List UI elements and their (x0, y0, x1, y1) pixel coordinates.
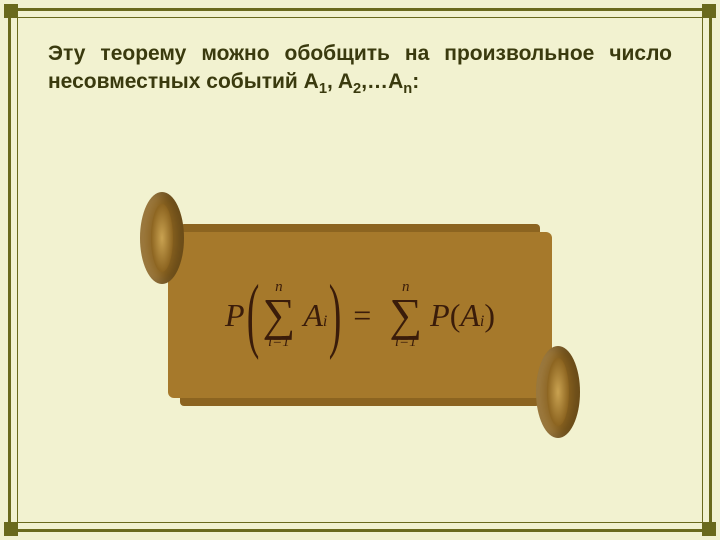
event-subscript: n (403, 82, 412, 98)
probability-sum-formula: P ( n ∑ i=1 Ai ) = n ∑ i=1 P(Ai) (225, 280, 495, 349)
big-rparen: ) (329, 290, 342, 340)
ellipsis: ,… (361, 70, 388, 93)
scroll-edge (180, 398, 540, 406)
event-subscript: 1 (319, 82, 327, 98)
small-rparen: ) (484, 297, 495, 334)
slide-content: Эту теорему можно обобщить на произвольн… (48, 40, 672, 100)
summation-left: n ∑ i=1 (263, 280, 296, 349)
colon: : (412, 70, 419, 93)
sigma-icon: ∑ (389, 295, 422, 334)
subscript-i: i (323, 313, 327, 331)
event-symbol: A (338, 70, 353, 93)
corner-square (4, 4, 18, 18)
term-Ai: Ai (303, 297, 327, 334)
intro-line: событий (206, 70, 303, 93)
corner-square (4, 522, 18, 536)
scroll-roll-icon (140, 192, 184, 284)
corner-square (702, 4, 716, 18)
symbol-P: P (225, 297, 245, 334)
separator: , (327, 70, 338, 93)
scroll-body: P ( n ∑ i=1 Ai ) = n ∑ i=1 P(Ai) (168, 232, 552, 398)
event-symbol: A (304, 70, 319, 93)
symbol-A: A (460, 297, 480, 334)
event-subscript: 2 (353, 82, 361, 98)
scroll-roll-icon (536, 346, 580, 438)
corner-square (702, 522, 716, 536)
big-lparen: ( (246, 290, 259, 340)
small-lparen: ( (450, 297, 461, 334)
scroll-edge (180, 224, 540, 232)
sum-lower: i=1 (395, 335, 417, 350)
symbol-A: A (303, 297, 323, 334)
sigma-icon: ∑ (263, 295, 296, 334)
event-symbol: A (388, 70, 403, 93)
sum-lower: i=1 (268, 335, 290, 350)
equals-sign: = (353, 297, 371, 334)
intro-line: Эту теорему можно обобщить на (48, 42, 429, 65)
symbol-P: P (430, 297, 450, 334)
summation-right: n ∑ i=1 (389, 280, 422, 349)
formula-scroll: P ( n ∑ i=1 Ai ) = n ∑ i=1 P(Ai) (140, 210, 580, 420)
intro-text: Эту теорему можно обобщить на произвольн… (48, 40, 672, 100)
term-PAi: P(Ai) (430, 297, 495, 334)
